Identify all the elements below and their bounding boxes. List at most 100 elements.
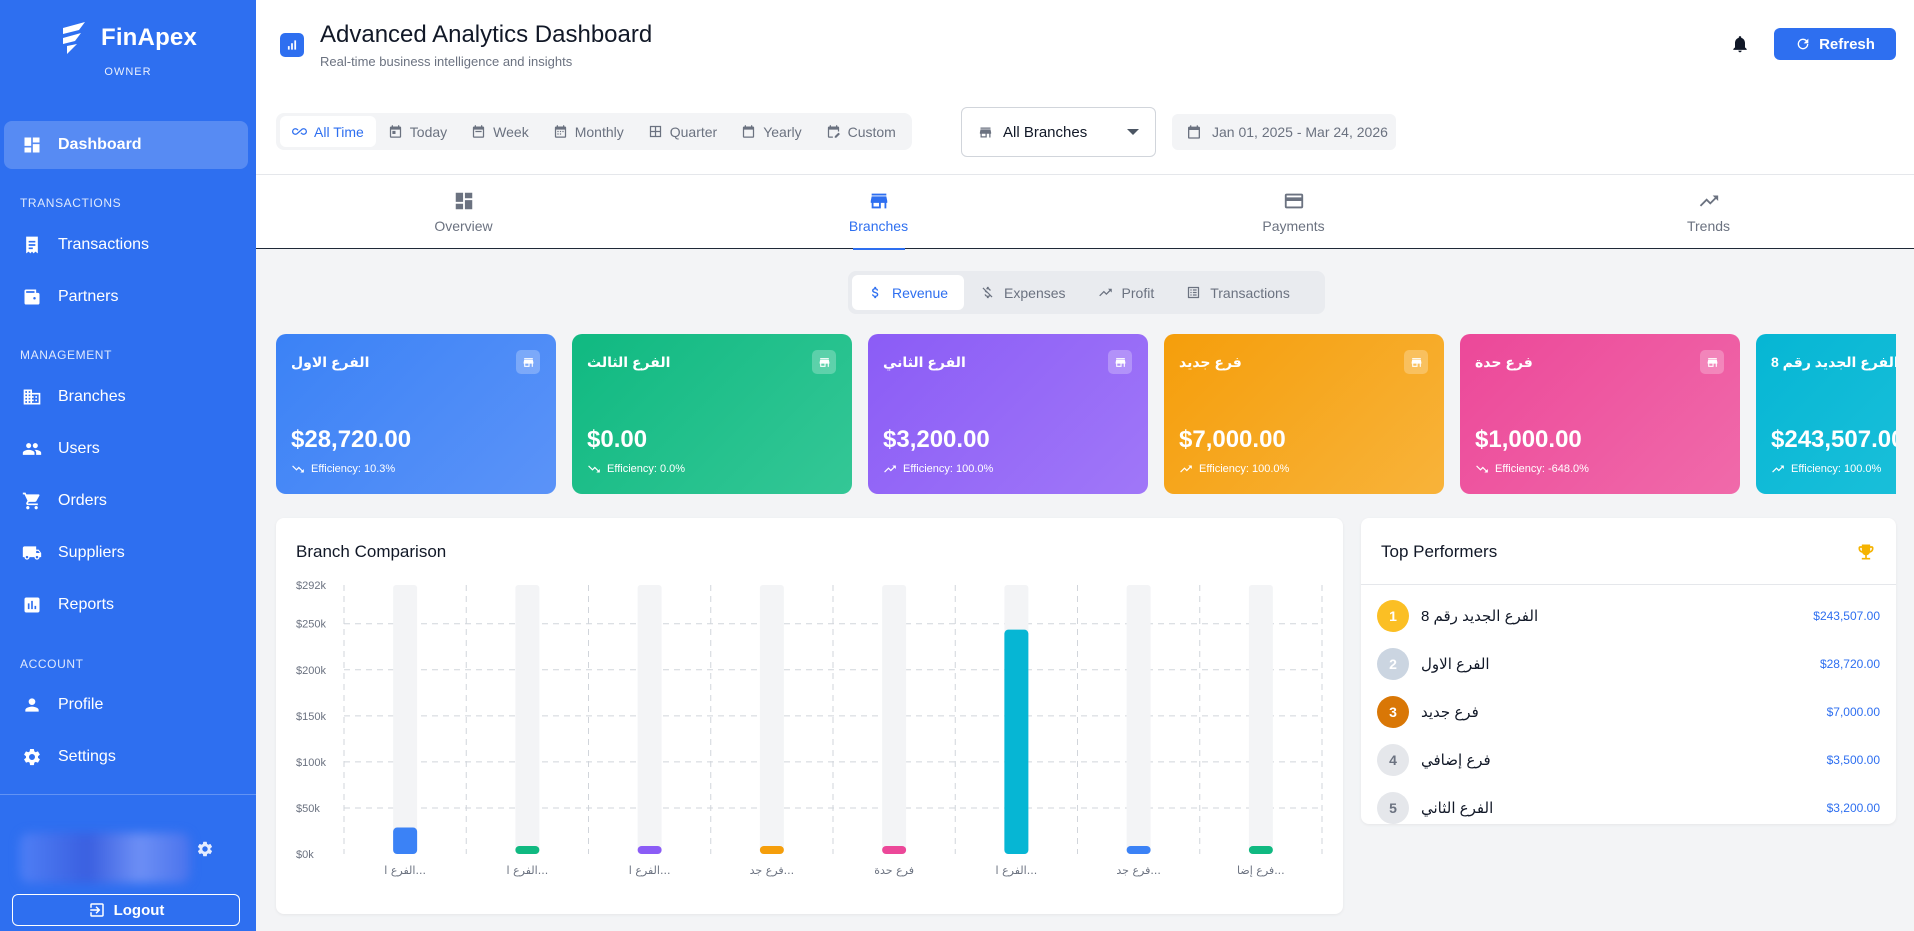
- trending-up-icon: [1098, 288, 1112, 297]
- users-icon: [22, 443, 42, 455]
- x-tick-label: الفرع ا...: [629, 864, 671, 877]
- building-icon: [23, 389, 41, 405]
- x-tick-label: الفرع ا...: [996, 864, 1038, 877]
- tab-overview[interactable]: Overview: [256, 175, 671, 249]
- page-title: Advanced Analytics Dashboard: [320, 21, 653, 48]
- performer-name: الفرع الجديد رقم 8: [1421, 608, 1539, 625]
- refresh-button[interactable]: Refresh: [1774, 28, 1896, 60]
- branch-card[interactable]: فرع جديد $7,000.00 Efficiency: 100.0%: [1164, 334, 1444, 494]
- period-custom[interactable]: Custom: [814, 116, 908, 147]
- rank-badge: 2: [1377, 648, 1409, 680]
- money-off-icon: [982, 286, 993, 299]
- branch-card-amount: $3,200.00: [883, 426, 990, 453]
- logout-button[interactable]: Logout: [12, 894, 240, 926]
- bar-track: [1248, 585, 1273, 854]
- bar-track: [515, 585, 540, 854]
- branch-card[interactable]: الفرع الجديد رقم 8 $243,507.00 Efficienc…: [1756, 334, 1896, 494]
- performer-row[interactable]: 3 فرع جديد $7,000.00: [1377, 688, 1880, 736]
- performer-row[interactable]: 5 الفرع الثاني $3,200.00: [1377, 784, 1880, 832]
- dollar-icon: [871, 286, 879, 299]
- store-icon: [1700, 350, 1724, 374]
- performer-value: $28,720.00: [1819, 657, 1880, 671]
- branch-card-efficiency: Efficiency: 100.0%: [1179, 462, 1289, 476]
- rank-badge: 4: [1377, 744, 1409, 776]
- performer-value: $3,200.00: [1826, 801, 1880, 815]
- period-all-time[interactable]: All Time: [280, 116, 376, 147]
- branch-card[interactable]: الفرع الاول $28,720.00 Efficiency: 10.3%: [276, 334, 556, 494]
- sidebar-item-profile[interactable]: Profile: [4, 681, 248, 729]
- sidebar-item-dashboard[interactable]: Dashboard: [4, 121, 248, 169]
- brand-logo-icon: [62, 22, 85, 54]
- subtab-transactions[interactable]: Transactions: [1170, 275, 1306, 310]
- branch-card-name: فرع جديد: [1179, 354, 1242, 370]
- sidebar-item-label: Transactions: [58, 236, 149, 253]
- sidebar-item-orders[interactable]: Orders: [4, 477, 248, 525]
- x-tick-label: فرع جد...: [750, 864, 794, 877]
- notification-bell-icon[interactable]: [1730, 33, 1750, 55]
- truck-icon: [22, 546, 42, 560]
- store-icon: [516, 350, 540, 374]
- sidebar-item-suppliers[interactable]: Suppliers: [4, 529, 248, 577]
- date-range-picker[interactable]: Jan 01, 2025 - Mar 24, 2026: [1172, 114, 1396, 150]
- trend-icon: [588, 465, 600, 473]
- performer-name: فرع إضافي: [1421, 752, 1491, 769]
- rank-badge: 5: [1377, 792, 1409, 824]
- sidebar-item-label: Settings: [58, 748, 116, 765]
- period-label: Custom: [847, 123, 896, 140]
- tab-branches[interactable]: Branches: [671, 175, 1086, 250]
- sidebar: FinApex OWNER Dashboard TRANSACTIONS Tra…: [0, 0, 256, 931]
- tab-label: Trends: [1686, 218, 1731, 234]
- user-settings-gear-icon[interactable]: [196, 840, 214, 858]
- period-quarter[interactable]: Quarter: [636, 116, 729, 147]
- sidebar-item-partners[interactable]: Partners: [4, 273, 248, 321]
- performer-row[interactable]: 1 الفرع الجديد رقم 8 $243,507.00: [1377, 592, 1880, 640]
- period-week[interactable]: Week: [459, 116, 541, 147]
- y-tick-label: $200k: [296, 665, 326, 677]
- calendar-today-icon: [389, 125, 401, 138]
- branch-card-name: الفرع الجديد رقم 8: [1771, 354, 1896, 370]
- list-alt-icon: [1188, 286, 1200, 299]
- period-today[interactable]: Today: [376, 116, 459, 147]
- subtab-profit[interactable]: Profit: [1082, 275, 1171, 310]
- calendar-month-icon: [554, 125, 566, 138]
- branch-card[interactable]: الفرع الثالث $0.00 Efficiency: 0.0%: [572, 334, 852, 494]
- sidebar-item-label: Suppliers: [58, 544, 125, 561]
- infinity-icon: [292, 128, 307, 135]
- tab-label: Branches: [848, 218, 909, 234]
- sidebar-item-branches[interactable]: Branches: [4, 373, 248, 421]
- branch-card[interactable]: الفرع الثاني $3,200.00 Efficiency: 100.0…: [868, 334, 1148, 494]
- branch-card-efficiency: Efficiency: 10.3%: [291, 462, 395, 476]
- branch-card[interactable]: فرع حدة $1,000.00 Efficiency: -648.0%: [1460, 334, 1740, 494]
- bar: [393, 827, 418, 854]
- sidebar-item-reports[interactable]: Reports: [4, 581, 248, 629]
- logout-icon: [89, 903, 104, 917]
- branch-card-efficiency: Efficiency: -648.0%: [1475, 462, 1589, 476]
- store-tab-icon: [870, 193, 887, 209]
- sidebar-item-users[interactable]: Users: [4, 425, 248, 473]
- sidebar-item-transactions[interactable]: Transactions: [4, 221, 248, 269]
- subtab-revenue[interactable]: Revenue: [852, 275, 965, 310]
- tab-trends[interactable]: Trends: [1501, 175, 1914, 249]
- tab-payments[interactable]: Payments: [1086, 175, 1501, 249]
- sidebar-item-label: Profile: [58, 696, 104, 713]
- branch-card-efficiency: Efficiency: 0.0%: [587, 462, 685, 476]
- main-tabs: Overview Branches Payments Trends: [256, 174, 1914, 250]
- user-info-blurred: [20, 833, 190, 883]
- performer-row[interactable]: 2 الفرع الاول $28,720.00: [1377, 640, 1880, 688]
- branch-select[interactable]: All Branches: [961, 107, 1156, 157]
- period-monthly[interactable]: Monthly: [541, 116, 636, 147]
- nav-section-management: MANAGEMENT: [20, 348, 113, 362]
- branch-select-value: All Branches: [1003, 123, 1088, 141]
- x-tick-label: الفرع ا...: [507, 864, 549, 877]
- y-tick-label: $100k: [296, 757, 326, 769]
- bar: [515, 846, 540, 854]
- subtab-expenses[interactable]: Expenses: [964, 275, 1081, 310]
- branch-card-efficiency: Efficiency: 100.0%: [883, 462, 993, 476]
- bar: [759, 846, 784, 854]
- period-yearly[interactable]: Yearly: [729, 116, 813, 147]
- trend-icon: [884, 465, 896, 473]
- branch-card-amount: $0.00: [587, 426, 648, 453]
- sidebar-item-settings[interactable]: Settings: [4, 733, 248, 781]
- trending-up-icon: [1699, 195, 1718, 207]
- performer-row[interactable]: 4 فرع إضافي $3,500.00: [1377, 736, 1880, 784]
